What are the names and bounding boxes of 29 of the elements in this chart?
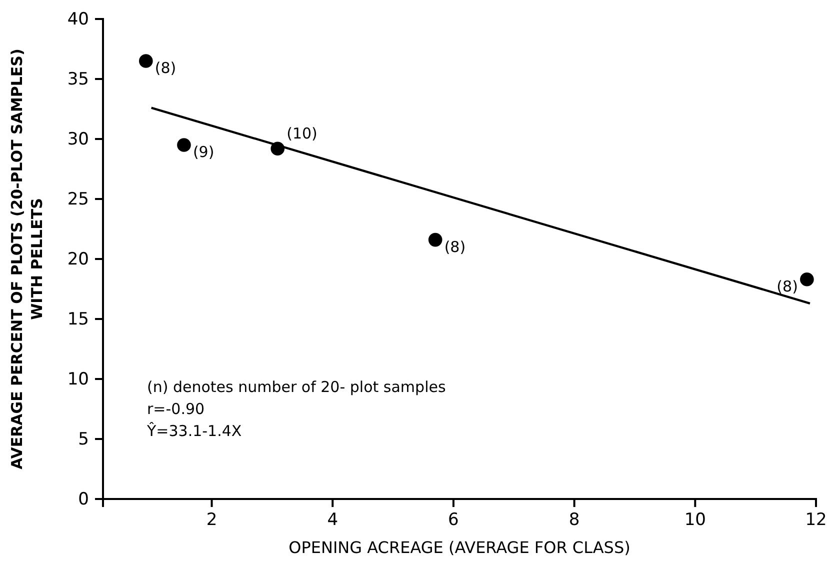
y-tick-label: 40: [67, 9, 89, 30]
annotation: (10): [286, 124, 318, 143]
annotation: (8): [776, 277, 798, 296]
annotation: (n) denotes number of 20- plot samples: [147, 378, 446, 396]
y-tick-label: 5: [78, 429, 89, 450]
y-tick-label: 15: [67, 309, 89, 330]
point: [428, 232, 442, 247]
x-tick-label: 8: [568, 510, 580, 530]
y-tick-label: 25: [67, 189, 89, 210]
point: [800, 272, 814, 286]
x-axis-title: OPENING ACREAGE (AVERAGE FOR CLASS): [288, 538, 630, 557]
point: [177, 138, 191, 152]
y-axis-title: AVERAGE PERCENT OF PLOTS (20-PLOT SAMPLES) WITH PELLETS: [8, 48, 46, 470]
y-tick-label: 35: [67, 69, 89, 90]
x-tick-label: 10: [684, 510, 706, 530]
point: [138, 54, 153, 68]
annotation: (8): [154, 59, 176, 77]
x-tick-label: 12: [805, 510, 827, 530]
annotation: Ŷ=33.1-1.4X: [146, 422, 242, 440]
x-tick-label: 6: [448, 510, 459, 530]
annotation: r=-0.90: [147, 400, 205, 418]
annotation: (9): [192, 143, 214, 161]
y-tick-label: 10: [67, 369, 89, 390]
x-tick-label: 4: [327, 510, 338, 530]
y-tick-label: 20: [67, 249, 89, 270]
x-tick-label: 2: [206, 510, 218, 530]
annotation: (8): [444, 238, 466, 256]
y-tick-label: 30: [67, 129, 89, 150]
y-tick-label: 0: [78, 489, 89, 510]
